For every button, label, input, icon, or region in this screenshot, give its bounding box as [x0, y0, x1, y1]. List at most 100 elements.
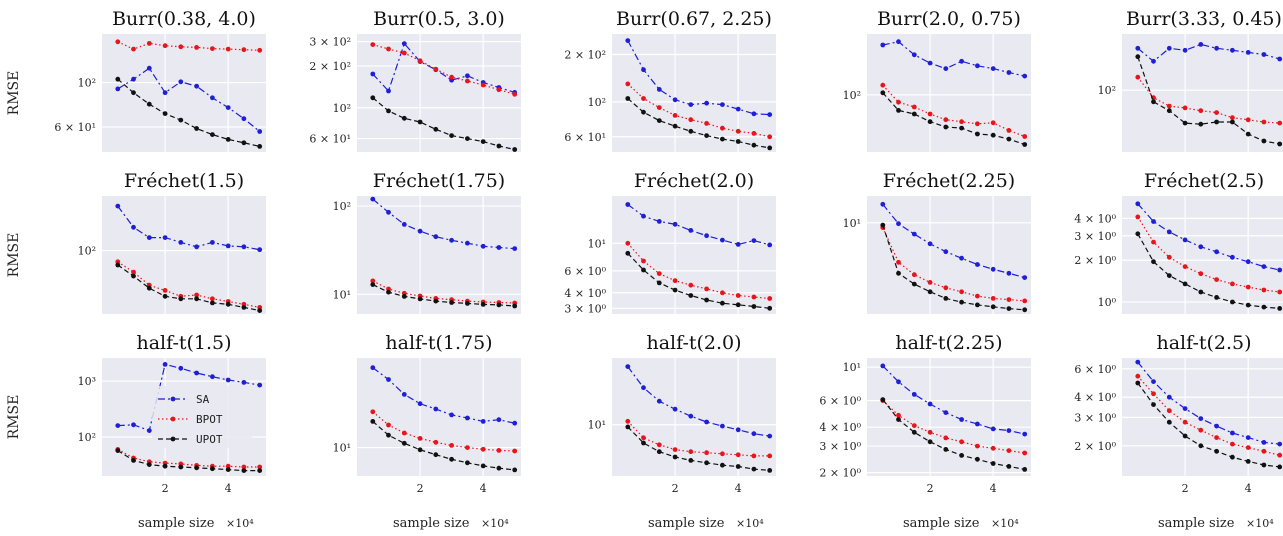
data-point-upot — [465, 460, 470, 466]
data-point-bpot — [225, 463, 231, 469]
data-point-upot — [146, 462, 152, 467]
data-point-sa — [1230, 430, 1235, 436]
data-point-bpot — [927, 429, 933, 435]
y-tick-label: 10¹ — [588, 419, 606, 432]
data-point-bpot — [911, 423, 917, 428]
data-point-sa — [115, 203, 121, 209]
data-point-bpot — [896, 99, 901, 105]
subplot-title: half-t(1.5) — [136, 332, 231, 354]
x-tick-label: 2 — [927, 482, 934, 495]
data-point-upot — [735, 464, 741, 469]
data-point-sa — [178, 79, 184, 85]
data-point-upot — [257, 308, 263, 313]
data-point-upot — [990, 304, 996, 310]
data-point-bpot — [751, 453, 757, 459]
data-point-upot — [896, 270, 901, 276]
data-point-upot — [162, 293, 168, 299]
data-point-bpot — [625, 240, 631, 246]
data-point-upot — [162, 463, 168, 469]
data-point-sa — [927, 241, 933, 247]
data-point-sa — [641, 385, 646, 391]
data-point-sa — [1261, 440, 1267, 445]
plot-area — [612, 34, 776, 152]
data-point-sa — [370, 71, 376, 77]
data-point-upot — [641, 109, 646, 115]
data-point-bpot — [480, 82, 486, 88]
plot-area — [357, 34, 521, 152]
data-point-bpot — [1166, 408, 1172, 414]
data-point-upot — [975, 131, 980, 137]
legend-label-sa: SA — [196, 393, 210, 406]
data-point-upot — [1261, 462, 1267, 468]
data-point-sa — [1245, 50, 1251, 55]
data-point-upot — [115, 262, 121, 268]
data-point-sa — [225, 377, 231, 383]
series-line-upot — [1137, 382, 1280, 468]
data-point-bpot — [767, 134, 773, 140]
data-point-bpot — [417, 436, 423, 441]
data-point-bpot — [975, 443, 980, 449]
data-point-upot — [975, 456, 980, 462]
data-point-upot — [1230, 119, 1235, 125]
data-point-bpot — [1135, 373, 1141, 379]
series-line-sa — [117, 67, 261, 132]
data-point-sa — [943, 410, 949, 415]
y-tick-label: 10¹ — [333, 442, 351, 455]
data-point-sa — [1006, 70, 1012, 75]
data-point-sa — [496, 245, 502, 250]
data-point-bpot — [751, 131, 757, 136]
data-point-upot — [943, 296, 949, 301]
data-point-bpot — [927, 111, 933, 117]
series-line-upot — [882, 92, 1025, 146]
series-line-upot — [117, 78, 260, 147]
subplot-title: Burr(0.38, 4.0) — [112, 8, 256, 30]
data-point-bpot — [433, 66, 439, 72]
data-point-bpot — [1277, 120, 1283, 126]
data-point-bpot — [1214, 435, 1219, 440]
data-point-sa — [480, 243, 486, 249]
data-point-upot — [115, 76, 121, 82]
data-point-upot — [959, 299, 964, 305]
data-point-bpot — [162, 288, 168, 293]
subplot-title: half-t(2.0) — [646, 332, 741, 354]
data-point-sa — [210, 374, 215, 380]
data-point-upot — [1198, 289, 1204, 295]
y-tick-label: 6 × 10¹ — [564, 131, 606, 144]
x-tick-label: 2 — [417, 482, 424, 495]
series-line-sa — [372, 367, 515, 424]
y-tick-label: 3 × 10² — [309, 36, 351, 49]
data-point-bpot — [257, 464, 263, 470]
plot-area — [867, 358, 1031, 476]
data-point-upot — [767, 145, 773, 151]
data-point-upot — [1230, 299, 1235, 305]
data-point-bpot — [656, 105, 662, 110]
plot-area — [1122, 196, 1283, 314]
series-line-bpot — [372, 44, 515, 95]
data-point-upot — [1261, 138, 1267, 144]
data-point-sa — [672, 221, 678, 227]
data-point-upot — [720, 462, 725, 468]
data-point-upot — [720, 136, 725, 142]
data-point-bpot — [146, 41, 152, 46]
data-point-upot — [1006, 136, 1012, 142]
series-line-sa — [882, 203, 1025, 279]
data-point-sa — [720, 237, 725, 243]
data-point-bpot — [1277, 289, 1283, 295]
y-tick-label: 2 × 10² — [309, 60, 351, 73]
y-tick-label: 2 × 10² — [564, 49, 606, 62]
data-point-bpot — [1151, 391, 1156, 397]
series-line-upot — [117, 450, 260, 472]
data-point-sa — [625, 364, 631, 369]
series-line-upot — [627, 252, 770, 309]
data-point-bpot — [625, 418, 631, 424]
y-tick-label: 10¹ — [333, 288, 351, 301]
data-point-upot — [178, 117, 184, 123]
data-point-sa — [751, 111, 757, 117]
data-point-bpot — [449, 74, 454, 80]
data-point-sa — [672, 97, 678, 103]
data-point-sa — [927, 401, 933, 407]
data-point-sa — [1245, 259, 1251, 265]
data-point-sa — [131, 224, 136, 230]
data-point-sa — [162, 235, 168, 241]
data-point-upot — [401, 440, 407, 446]
